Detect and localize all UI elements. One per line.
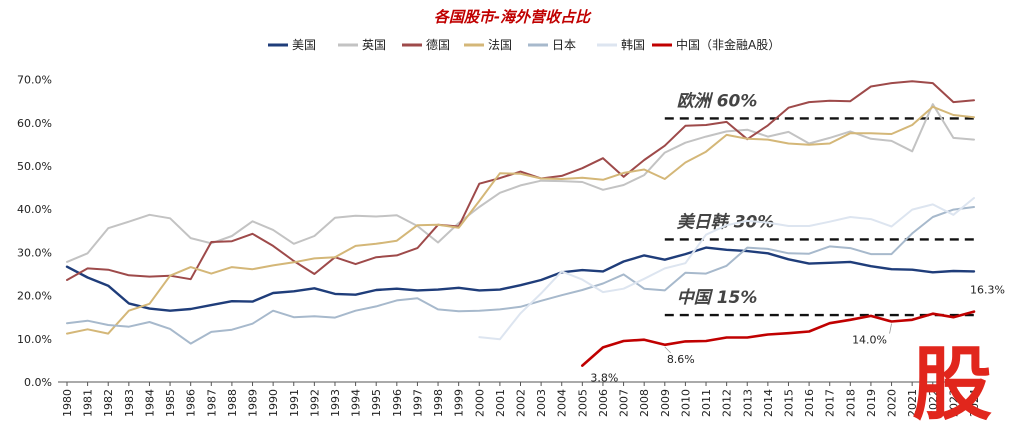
x-axis: 1980 1981 1982 1983 1984 1985 1986 1987 1988 1989… — [58, 381, 983, 417]
x-tick-label: 2013 — [741, 389, 754, 417]
y-tick-label: 60.0% — [17, 117, 52, 130]
x-tick-label: 1996 — [391, 389, 404, 417]
data-label: 14.0% — [852, 334, 887, 347]
x-tick-label: 2021 — [906, 389, 919, 417]
series-line — [66, 80, 975, 281]
x-tick-label: 2019 — [865, 389, 878, 417]
x-tick-label: 1991 — [288, 389, 301, 417]
x-tick-label: 2000 — [473, 389, 486, 417]
x-tick-label: 2005 — [576, 389, 589, 417]
x-tick-label: 1997 — [411, 389, 424, 417]
x-tick-label: 1994 — [350, 389, 363, 417]
reference-label: 欧洲 60% — [677, 91, 758, 111]
x-tick-label: 1981 — [82, 389, 95, 417]
x-tick-label: 1983 — [123, 389, 136, 417]
x-tick-label: 1985 — [164, 389, 177, 417]
x-tick-label: 1992 — [308, 389, 321, 417]
y-tick-label: 10.0% — [17, 333, 52, 346]
x-tick-label: 1995 — [370, 389, 383, 417]
reference-lines: 欧洲 60% 美日韩 30% 中国 15% — [664, 91, 974, 317]
legend: 美国 英国 德国 法国 日本 韩国 中国（非金融A股） — [268, 37, 780, 52]
x-tick-label: 2003 — [535, 389, 548, 417]
series-line — [66, 105, 975, 335]
data-label-leader — [889, 323, 892, 334]
data-label: 3.8% — [590, 372, 618, 385]
x-tick-label: 2023 — [947, 389, 960, 417]
data-labels: 3.8% 8.6% 14.0% 16.3% — [590, 284, 1005, 385]
data-label-leader — [664, 346, 672, 354]
legend-label: 英国 — [362, 38, 386, 52]
x-tick-label: 1984 — [143, 389, 156, 417]
legend-label: 法国 — [488, 38, 512, 52]
x-tick-label: 1993 — [329, 389, 342, 417]
x-tick-label: 1987 — [205, 389, 218, 417]
series-line — [581, 310, 976, 367]
x-tick-label: 2022 — [927, 389, 940, 417]
legend-label: 中国（非金融A股） — [676, 37, 780, 52]
y-tick-label: 30.0% — [17, 246, 52, 259]
legend-label: 美国 — [292, 38, 316, 52]
x-tick-label: 2020 — [886, 389, 899, 417]
series-group — [65, 80, 976, 367]
series-line — [66, 206, 975, 345]
x-tick-label: 1989 — [247, 389, 260, 417]
x-tick-label: 2009 — [659, 389, 672, 417]
data-label: 8.6% — [667, 353, 695, 366]
x-tick-label: 2007 — [618, 389, 631, 417]
x-tick-label: 1988 — [226, 389, 239, 417]
y-tick-label: 50.0% — [17, 160, 52, 173]
x-tick-label: 1998 — [432, 389, 445, 417]
x-tick-label: 1980 — [61, 389, 74, 417]
x-tick-label: 1986 — [185, 389, 198, 417]
x-tick-label: 1990 — [267, 389, 280, 417]
x-tick-label: 2008 — [638, 389, 651, 417]
x-tick-label: 2001 — [494, 389, 507, 417]
y-tick-label: 40.0% — [17, 203, 52, 216]
x-tick-label: 2010 — [679, 389, 692, 417]
chart-title: 各国股市-海外营收占比 — [434, 8, 592, 26]
series-line — [478, 197, 975, 341]
watermark-logo: 股 — [912, 338, 992, 429]
data-label: 16.3% — [970, 284, 1005, 297]
x-tick-label: 2011 — [700, 389, 713, 417]
x-tick-label: 1999 — [453, 389, 466, 417]
x-tick-label: 2002 — [515, 389, 528, 417]
legend-label: 韩国 — [621, 37, 645, 52]
y-tick-label: 70.0% — [17, 74, 52, 87]
x-tick-label: 2006 — [597, 389, 610, 417]
reference-label: 美日韩 30% — [677, 212, 775, 232]
x-tick-label: 2012 — [721, 389, 734, 417]
legend-label: 日本 — [552, 38, 576, 52]
legend-label: 德国 — [426, 37, 450, 52]
y-tick-label: 0.0% — [24, 376, 52, 389]
y-tick-label: 20.0% — [17, 290, 52, 303]
x-tick-label: 1982 — [102, 389, 115, 417]
x-tick-label: 2014 — [762, 389, 775, 417]
x-tick-label: 2004 — [556, 389, 569, 417]
x-tick-label: 2018 — [844, 389, 857, 417]
series-line — [65, 246, 976, 312]
x-tick-label: 2015 — [782, 389, 795, 417]
x-tick-label: 2024 — [968, 389, 981, 417]
x-tick-label: 2016 — [803, 389, 816, 417]
x-tick-label: 2017 — [824, 389, 837, 417]
y-axis: 0.0% 10.0% 20.0% 30.0% 40.0% 50.0% 60.0% 70.0% — [17, 74, 52, 389]
reference-label: 中国 15% — [677, 288, 758, 308]
